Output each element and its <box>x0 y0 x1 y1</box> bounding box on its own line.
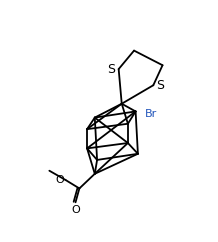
Text: O: O <box>71 204 80 215</box>
Text: O: O <box>55 175 64 185</box>
Text: S: S <box>107 63 116 76</box>
Text: S: S <box>156 79 164 92</box>
Text: Br: Br <box>145 109 157 119</box>
